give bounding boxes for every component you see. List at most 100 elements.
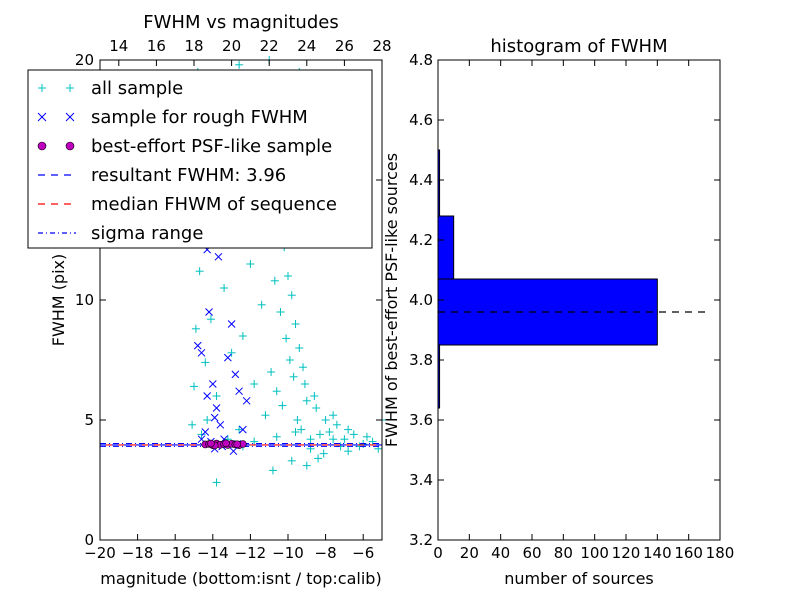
legend-box <box>27 69 373 249</box>
all-sample-point <box>291 320 300 328</box>
all-sample-point <box>344 425 353 434</box>
left-top-x-tick-label: 28 <box>372 37 391 55</box>
all-sample-point <box>203 416 212 424</box>
right-x-tick-label: 60 <box>522 544 541 562</box>
all-sample-point <box>191 324 200 333</box>
left-x-tick-label: −16 <box>159 544 191 562</box>
right-axis-ticks: 0 20 40 60 80 100 120 140 160 180 3.2 3.4 3.6 3.8 4.0 4… <box>409 51 734 562</box>
all-sample-point <box>250 380 259 388</box>
left-plot: −20 −18 −16 −14 −12 −10 −8 −6 14 16 18 20 22 24 26 28 0 5… <box>27 12 392 588</box>
all-sample-point <box>272 432 281 441</box>
left-x-tick-label: −6 <box>352 544 374 562</box>
right-x-tick-label: 120 <box>612 544 641 562</box>
rough-sample-point <box>223 353 232 362</box>
all-sample-point <box>310 392 319 400</box>
all-sample-point <box>284 272 292 280</box>
all-sample-point <box>368 437 377 446</box>
right-y-axis-label: FWHM of best-effort PSF-like sources <box>382 153 401 447</box>
all-sample-point <box>302 396 311 405</box>
all-sample-point <box>329 411 338 420</box>
all-sample-point <box>329 435 338 444</box>
right-y-tick-label: 4.6 <box>409 111 433 129</box>
all-sample-point <box>314 454 323 463</box>
all-sample-point <box>276 308 285 316</box>
left-x-tick-label: −12 <box>235 544 267 562</box>
right-y-tick-label: 3.2 <box>409 531 433 549</box>
all-sample-point <box>282 334 291 343</box>
right-y-tick-label: 3.6 <box>409 411 433 429</box>
left-y-tick-label: 10 <box>75 291 94 309</box>
all-sample-point <box>250 437 259 446</box>
all-sample-point <box>278 401 287 410</box>
all-sample-point <box>201 358 210 367</box>
right-y-tick-label: 4.2 <box>409 231 433 249</box>
left-x-tick-label: −8 <box>315 544 337 562</box>
right-plot: 0 20 40 60 80 100 120 140 160 180 3.2 3.4 3.6 3.8 4.0 4… <box>382 36 734 588</box>
all-sample-point <box>344 447 353 456</box>
rough-sample-point <box>227 320 236 328</box>
all-sample-point <box>261 411 270 420</box>
left-y-tick-label: 5 <box>84 411 94 429</box>
rough-sample-point <box>235 387 243 396</box>
rough-sample-point <box>216 420 225 429</box>
right-x-tick-label: 100 <box>580 544 609 562</box>
psf-sample-points <box>201 439 247 450</box>
left-x-tick-label: −20 <box>84 544 116 562</box>
right-y-tick-label: 4.8 <box>409 51 433 69</box>
histogram-bar <box>437 215 455 280</box>
all-sample-point <box>212 392 221 400</box>
all-sample-point <box>291 428 300 436</box>
all-sample-point <box>315 430 324 439</box>
left-top-x-tick-label: 20 <box>222 37 241 55</box>
all-sample-point <box>190 382 198 391</box>
left-x-axis-label: magnitude (bottom:isnt / top:calib) <box>100 569 381 588</box>
all-sample-point <box>270 276 279 285</box>
left-top-x-tick-label: 14 <box>109 37 128 55</box>
right-x-tick-label: 20 <box>460 544 479 562</box>
left-top-x-tick-label: 16 <box>147 37 166 55</box>
left-y-tick-label: 20 <box>75 51 94 69</box>
all-sample-point <box>195 267 204 276</box>
left-x-tick-label: −10 <box>272 544 304 562</box>
right-x-tick-label: 160 <box>674 544 703 562</box>
all-sample-point <box>362 432 371 441</box>
legend-label: all sample <box>91 78 183 99</box>
all-sample-point <box>319 449 328 458</box>
legend-label: resultant FWHM: 3.96 <box>91 165 286 186</box>
left-plot-title: FWHM vs magnitudes <box>143 12 338 33</box>
rough-sample-point <box>231 370 240 379</box>
all-sample-point <box>312 404 321 412</box>
right-plot-title: histogram of FWHM <box>490 36 667 57</box>
left-top-x-tick-label: 18 <box>184 37 203 55</box>
rough-sample-point <box>212 404 221 412</box>
legend-label: sample for rough FWHM <box>91 107 308 128</box>
right-y-tick-label: 3.8 <box>409 351 433 369</box>
all-sample-point <box>235 60 244 69</box>
legend-item: resultant FWHM: 3.96 <box>38 165 286 186</box>
right-y-tick-label: 4.0 <box>409 291 433 309</box>
legend-label: sigma range <box>91 223 203 244</box>
rough-sample-point <box>242 396 251 405</box>
psf-sample-point <box>207 439 215 448</box>
all-sample-point <box>206 315 215 324</box>
all-sample-point <box>302 461 311 470</box>
legend-item: best-effort PSF-like sample <box>37 136 332 157</box>
left-y-tick-label: 0 <box>84 531 94 549</box>
right-x-axis-label: number of sources <box>504 569 654 588</box>
left-top-x-tick-label: 22 <box>260 37 279 55</box>
all-sample-point <box>293 416 302 424</box>
rough-sample-point <box>197 348 206 357</box>
right-x-tick-label: 0 <box>433 544 443 562</box>
legend-item: median FHWM of sequence <box>38 194 337 215</box>
all-sample-point <box>246 260 255 268</box>
all-sample-point <box>235 425 244 434</box>
legend: all sample sample for rough FWHM best-effo… <box>27 69 373 249</box>
all-sample-point <box>332 420 341 429</box>
rough-sample-point <box>205 308 213 316</box>
psf-sample-point <box>233 440 242 449</box>
all-sample-point <box>340 435 349 444</box>
left-x-tick-label: −14 <box>197 544 229 562</box>
rough-sample-point <box>214 252 223 261</box>
right-x-tick-label: 40 <box>491 544 510 562</box>
